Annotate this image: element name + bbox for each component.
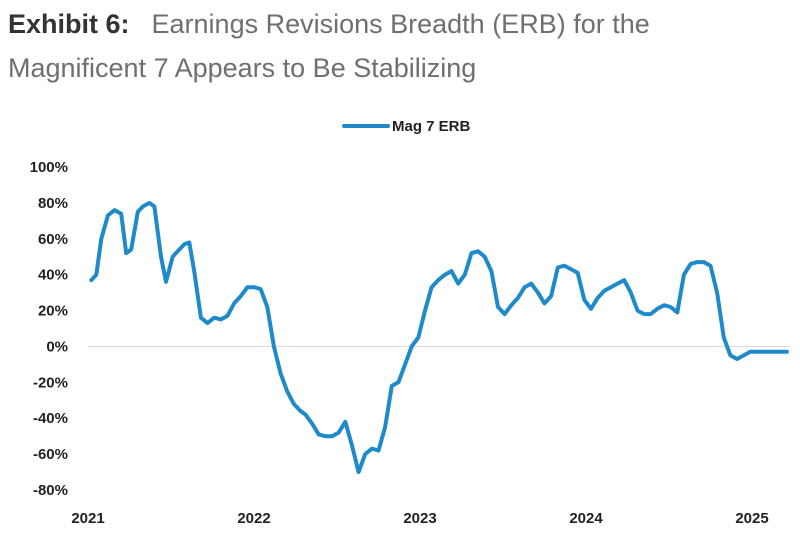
y-tick-label: 20% — [38, 303, 68, 320]
title-line-1: Exhibit 6: Earnings Revisions Breadth (ER… — [8, 2, 788, 46]
y-tick-label: 0% — [46, 338, 68, 355]
y-tick-label: 80% — [38, 195, 68, 212]
legend-label: Mag 7 ERB — [392, 118, 471, 135]
y-tick-label: -60% — [33, 446, 68, 463]
legend: Mag 7 ERB — [342, 118, 471, 135]
y-tick-label: -40% — [33, 410, 68, 427]
y-tick-label: -20% — [33, 374, 68, 391]
y-tick-label: 60% — [38, 231, 68, 248]
y-tick-label: -80% — [33, 482, 68, 499]
x-tick-label: 2021 — [71, 510, 104, 527]
x-tick-label: 2024 — [569, 510, 603, 527]
chart-title: Exhibit 6: Earnings Revisions Breadth (ER… — [8, 2, 788, 90]
x-axis-ticks: 2021 2022 2023 2024 2025 — [71, 510, 768, 527]
series-line-mag-7-erb — [89, 200, 789, 475]
y-tick-label: 40% — [38, 267, 68, 284]
title-text-line-1: Earnings Revisions Breadth (ERB) for the — [151, 9, 650, 39]
x-tick-label: 2022 — [237, 510, 270, 527]
x-tick-label: 2025 — [735, 510, 768, 527]
y-axis-ticks: 100% 80% 60% 40% 20% 0% -20% -40% -60% -80% — [30, 159, 68, 499]
exhibit-label: Exhibit 6: — [8, 9, 130, 39]
x-tick-label: 2023 — [403, 510, 436, 527]
y-tick-label: 100% — [30, 159, 68, 176]
title-line-2: Magnificent 7 Appears to Be Stabilizing — [8, 53, 477, 83]
